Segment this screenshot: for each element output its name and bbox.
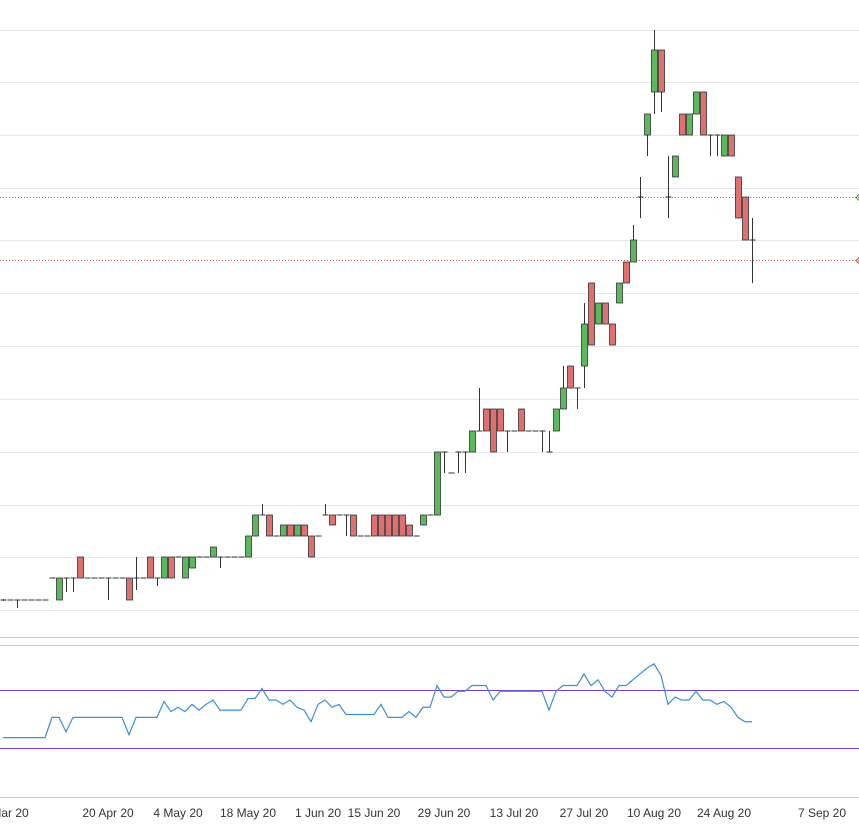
candle-body xyxy=(252,514,259,537)
x-tick-label: 10 Aug 20 xyxy=(627,806,681,820)
candle-body xyxy=(161,556,168,579)
x-tick-label: 1 Jun 20 xyxy=(295,806,341,820)
indicator-line xyxy=(3,662,752,739)
candle-body xyxy=(630,239,637,263)
x-tick-label: Mar 20 xyxy=(0,806,29,820)
x-tick-label: 27 Jul 20 xyxy=(560,806,609,820)
candle-body xyxy=(560,387,567,410)
x-tick-label: 24 Aug 20 xyxy=(697,806,751,820)
candle-body xyxy=(126,577,133,601)
candle-body xyxy=(497,408,504,432)
candle-body xyxy=(686,113,693,136)
candle-body xyxy=(595,302,602,325)
candle-body xyxy=(700,91,707,136)
candle-body xyxy=(658,49,665,93)
candle-body xyxy=(287,524,294,537)
candle-body xyxy=(672,155,679,178)
candle-body xyxy=(182,556,189,579)
candle-body xyxy=(147,556,154,579)
price-marker xyxy=(855,194,859,201)
candle-body xyxy=(742,196,749,241)
candle-body xyxy=(679,113,686,136)
candle-body xyxy=(588,282,595,346)
candle-body xyxy=(420,514,427,526)
candle-body xyxy=(609,323,616,346)
candle-body xyxy=(266,514,273,537)
candle-body xyxy=(399,514,406,537)
x-tick-label: 15 Jun 20 xyxy=(348,806,401,820)
candle-body xyxy=(490,408,497,453)
x-tick-label: 20 Apr 20 xyxy=(82,806,134,820)
candle-body xyxy=(644,113,651,136)
candle-body xyxy=(693,91,700,115)
candle-body xyxy=(385,514,392,537)
candle-body xyxy=(392,514,399,537)
candle-body xyxy=(406,524,413,537)
candle-body xyxy=(651,49,658,93)
candle-body xyxy=(245,535,252,558)
x-tick-label: 29 Jun 20 xyxy=(418,806,471,820)
candle-body xyxy=(350,514,357,537)
candle-body xyxy=(280,524,287,537)
candle-body xyxy=(77,556,84,579)
candle-body xyxy=(434,451,441,516)
candle-body xyxy=(329,514,336,526)
candle-body xyxy=(308,535,315,558)
candle-body xyxy=(623,261,630,284)
candle-body xyxy=(483,408,490,432)
candle-body xyxy=(378,514,385,537)
price-marker xyxy=(855,257,859,264)
candle-body xyxy=(581,323,588,367)
candle-body xyxy=(371,514,378,537)
x-tick-label: 18 May 20 xyxy=(220,806,276,820)
candle-body xyxy=(728,134,735,157)
candle-body xyxy=(735,176,742,219)
x-tick-label: 13 Jul 20 xyxy=(490,806,539,820)
candle-body xyxy=(616,282,623,304)
candle-body xyxy=(721,134,728,157)
candle-body xyxy=(56,577,63,601)
candle-body xyxy=(469,430,476,453)
candle-body xyxy=(168,556,175,579)
candle-body xyxy=(553,408,560,432)
x-tick-label: 4 May 20 xyxy=(153,806,203,820)
candle-body xyxy=(301,524,308,537)
candle-body xyxy=(518,408,525,432)
candle-body xyxy=(567,365,574,389)
x-tick-label: 7 Sep 20 xyxy=(798,806,846,820)
candle-body xyxy=(294,524,301,537)
candle-body xyxy=(210,546,217,558)
candle-body xyxy=(189,556,196,569)
candle-body xyxy=(602,302,609,325)
